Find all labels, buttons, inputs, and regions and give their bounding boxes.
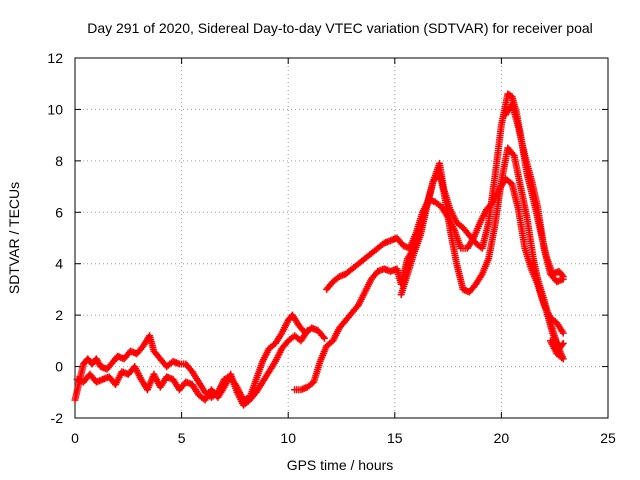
ticks xyxy=(74,57,609,419)
x-tick-label: 25 xyxy=(600,430,616,446)
y-tick-label: 4 xyxy=(55,256,63,272)
data-point xyxy=(559,339,567,347)
series-track-f xyxy=(502,100,567,286)
y-axis-title: SDTVAR / TECUs xyxy=(6,182,22,294)
y-tick-label: 2 xyxy=(55,307,63,323)
series-track-a xyxy=(71,311,328,404)
data-point xyxy=(319,333,327,341)
data-point xyxy=(559,329,567,337)
chart-title: Day 291 of 2020, Sidereal Day-to-day VTE… xyxy=(87,20,593,36)
x-tick-label: 15 xyxy=(387,430,403,446)
y-tick-label: 6 xyxy=(55,204,63,220)
y-tick-label: 12 xyxy=(47,50,63,66)
data-point xyxy=(320,334,328,342)
data-point xyxy=(509,150,517,158)
x-tick-label: 10 xyxy=(280,430,296,446)
data-point xyxy=(303,327,311,335)
x-tick-label: 20 xyxy=(494,430,510,446)
x-axis-title: GPS time / hours xyxy=(287,457,394,473)
plot-frame xyxy=(74,57,609,419)
y-tick-label: -2 xyxy=(51,410,64,426)
x-tick-label: 5 xyxy=(178,430,186,446)
y-tick-label: 0 xyxy=(55,359,63,375)
plot-area xyxy=(71,90,567,409)
grid xyxy=(75,58,608,418)
data-point xyxy=(559,275,567,283)
y-tick-label: 10 xyxy=(47,101,63,117)
data-point xyxy=(546,337,554,345)
series-track-c xyxy=(291,144,567,394)
y-tick-label: 8 xyxy=(55,153,63,169)
series-track-g xyxy=(527,260,567,363)
x-tick-label: 0 xyxy=(71,430,79,446)
tick-labels: 0 5 10 15 20 25 -2 0 2 4 6 8 10 12 xyxy=(47,50,616,446)
series-track-b xyxy=(73,327,311,409)
